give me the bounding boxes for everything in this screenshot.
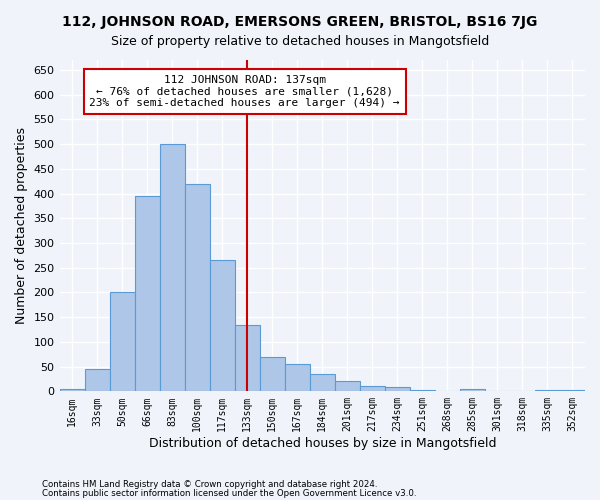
Bar bbox=[285, 364, 310, 392]
Bar bbox=[59, 389, 85, 392]
Bar bbox=[360, 386, 385, 392]
Text: 112, JOHNSON ROAD, EMERSONS GREEN, BRISTOL, BS16 7JG: 112, JOHNSON ROAD, EMERSONS GREEN, BRIST… bbox=[62, 15, 538, 29]
Bar bbox=[134, 196, 160, 392]
Bar bbox=[535, 390, 560, 392]
Bar bbox=[260, 356, 285, 392]
Text: Contains HM Land Registry data © Crown copyright and database right 2024.: Contains HM Land Registry data © Crown c… bbox=[42, 480, 377, 489]
Bar bbox=[310, 374, 335, 392]
Y-axis label: Number of detached properties: Number of detached properties bbox=[15, 127, 28, 324]
Text: 112 JOHNSON ROAD: 137sqm
← 76% of detached houses are smaller (1,628)
23% of sem: 112 JOHNSON ROAD: 137sqm ← 76% of detach… bbox=[89, 75, 400, 108]
Bar bbox=[85, 369, 110, 392]
Bar bbox=[110, 292, 134, 392]
Text: Size of property relative to detached houses in Mangotsfield: Size of property relative to detached ho… bbox=[111, 35, 489, 48]
Text: Contains public sector information licensed under the Open Government Licence v3: Contains public sector information licen… bbox=[42, 488, 416, 498]
Bar bbox=[410, 390, 435, 392]
Bar bbox=[185, 184, 209, 392]
Bar bbox=[460, 389, 485, 392]
Bar bbox=[335, 382, 360, 392]
Bar bbox=[560, 390, 585, 392]
Bar bbox=[160, 144, 185, 392]
Bar bbox=[235, 324, 260, 392]
Bar bbox=[385, 388, 410, 392]
Bar bbox=[209, 260, 235, 392]
X-axis label: Distribution of detached houses by size in Mangotsfield: Distribution of detached houses by size … bbox=[149, 437, 496, 450]
